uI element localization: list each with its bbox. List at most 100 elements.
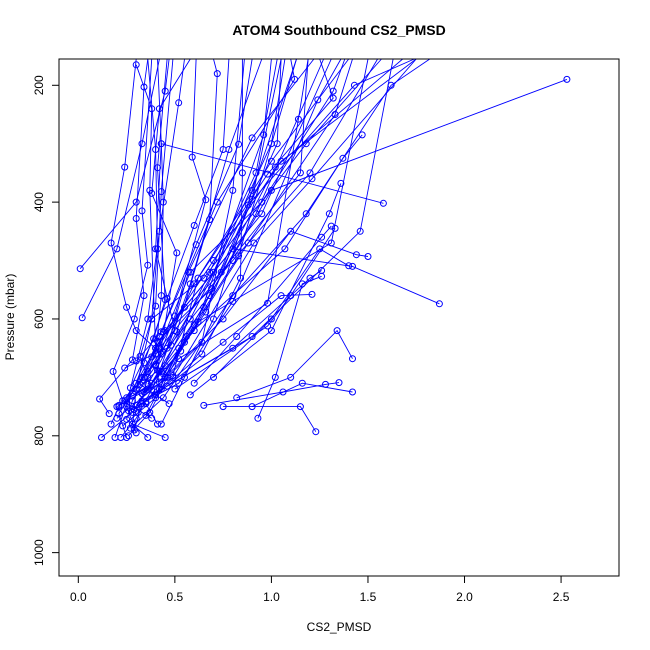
data-point: [296, 403, 304, 411]
data-point: [121, 163, 129, 171]
data-point: [339, 154, 347, 162]
chart-title: ATOM4 Southbound CS2_PMSD: [232, 22, 445, 38]
x-tick-label: 0.5: [167, 590, 184, 604]
profile-line-50: [203, 382, 340, 406]
profile-line-20: [116, 58, 415, 407]
data-point: [188, 153, 196, 161]
data-point: [217, 268, 225, 276]
data-point: [329, 87, 337, 95]
data-point: [312, 428, 320, 436]
data-point: [138, 207, 146, 215]
data-point: [258, 210, 266, 218]
data-point: [113, 414, 121, 422]
data-point: [281, 245, 289, 253]
data-point: [125, 432, 132, 440]
data-point: [264, 170, 272, 178]
data-point: [248, 134, 256, 142]
data-point: [171, 327, 179, 335]
data-point: [148, 105, 156, 113]
data-point: [96, 395, 104, 403]
data-point: [210, 373, 217, 381]
data-point: [128, 356, 136, 364]
profile-line-61: [166, 58, 394, 387]
data-point: [235, 140, 243, 148]
data-point: [128, 392, 136, 400]
profile-line-33: [151, 58, 332, 358]
data-point: [287, 373, 295, 381]
data-point: [144, 368, 152, 375]
data-point: [364, 253, 372, 260]
data-point: [157, 292, 165, 300]
data-point: [148, 353, 156, 361]
profile-line-22: [126, 58, 191, 399]
data-point: [200, 401, 208, 409]
data-point: [123, 303, 131, 311]
profile-line-35: [157, 58, 403, 342]
data-point: [235, 252, 243, 260]
x-tick-label: 2.0: [456, 590, 473, 604]
profile-line-5: [131, 58, 378, 438]
data-point: [329, 94, 337, 102]
data-point: [113, 245, 121, 253]
profile-line-6: [128, 58, 353, 437]
data-point: [271, 163, 279, 171]
data-point: [248, 186, 256, 194]
data-point: [277, 292, 285, 300]
data-point: [335, 379, 343, 387]
y-tick-label: 1000: [32, 539, 46, 566]
profile-line-54: [160, 58, 297, 425]
data-point: [140, 292, 148, 300]
data-point: [302, 210, 310, 218]
data-point: [302, 140, 310, 148]
data-point: [144, 315, 152, 323]
data-point: [200, 274, 208, 282]
data-point: [233, 333, 241, 340]
data-point: [154, 164, 161, 172]
data-point: [296, 169, 304, 177]
profile-line-38: [110, 58, 162, 355]
data-point: [154, 420, 161, 428]
data-point: [279, 388, 287, 396]
profile-line-10: [110, 248, 440, 425]
data-point: [126, 384, 134, 392]
x-tick-label: 0.0: [70, 590, 87, 604]
profile-line-4: [126, 58, 350, 438]
data-point: [161, 296, 169, 304]
data-point: [148, 414, 156, 422]
data-point: [148, 189, 156, 197]
data-point: [190, 222, 198, 229]
data-point: [248, 333, 256, 340]
data-point: [219, 403, 227, 411]
data-point: [202, 196, 210, 204]
data-point: [198, 350, 206, 358]
data-point: [350, 81, 358, 89]
profile-line-43: [190, 183, 342, 396]
profile-line-36: [162, 58, 309, 333]
data-point: [132, 327, 140, 335]
data-point: [98, 434, 105, 441]
data-point: [563, 75, 571, 83]
data-point: [356, 227, 364, 235]
data-point: [213, 70, 221, 78]
data-point: [175, 379, 183, 387]
profile-line-52: [81, 58, 160, 319]
profile-line-3: [118, 58, 296, 438]
data-point: [219, 146, 227, 153]
profile-line-48: [251, 382, 353, 408]
data-point: [177, 347, 185, 355]
data-point: [314, 96, 322, 104]
data-point: [210, 315, 217, 323]
y-tick-label: 400: [32, 192, 46, 212]
data-point: [267, 157, 275, 165]
data-point: [298, 379, 306, 387]
data-point: [233, 394, 241, 402]
data-point: [113, 403, 121, 411]
data-point: [121, 364, 129, 372]
data-point: [333, 327, 341, 335]
profile-line-45: [193, 225, 332, 384]
data-point: [144, 434, 152, 441]
profile-line-46: [213, 248, 349, 378]
data-point: [349, 388, 356, 396]
data-point: [435, 300, 443, 308]
profile-line-55: [116, 58, 245, 419]
